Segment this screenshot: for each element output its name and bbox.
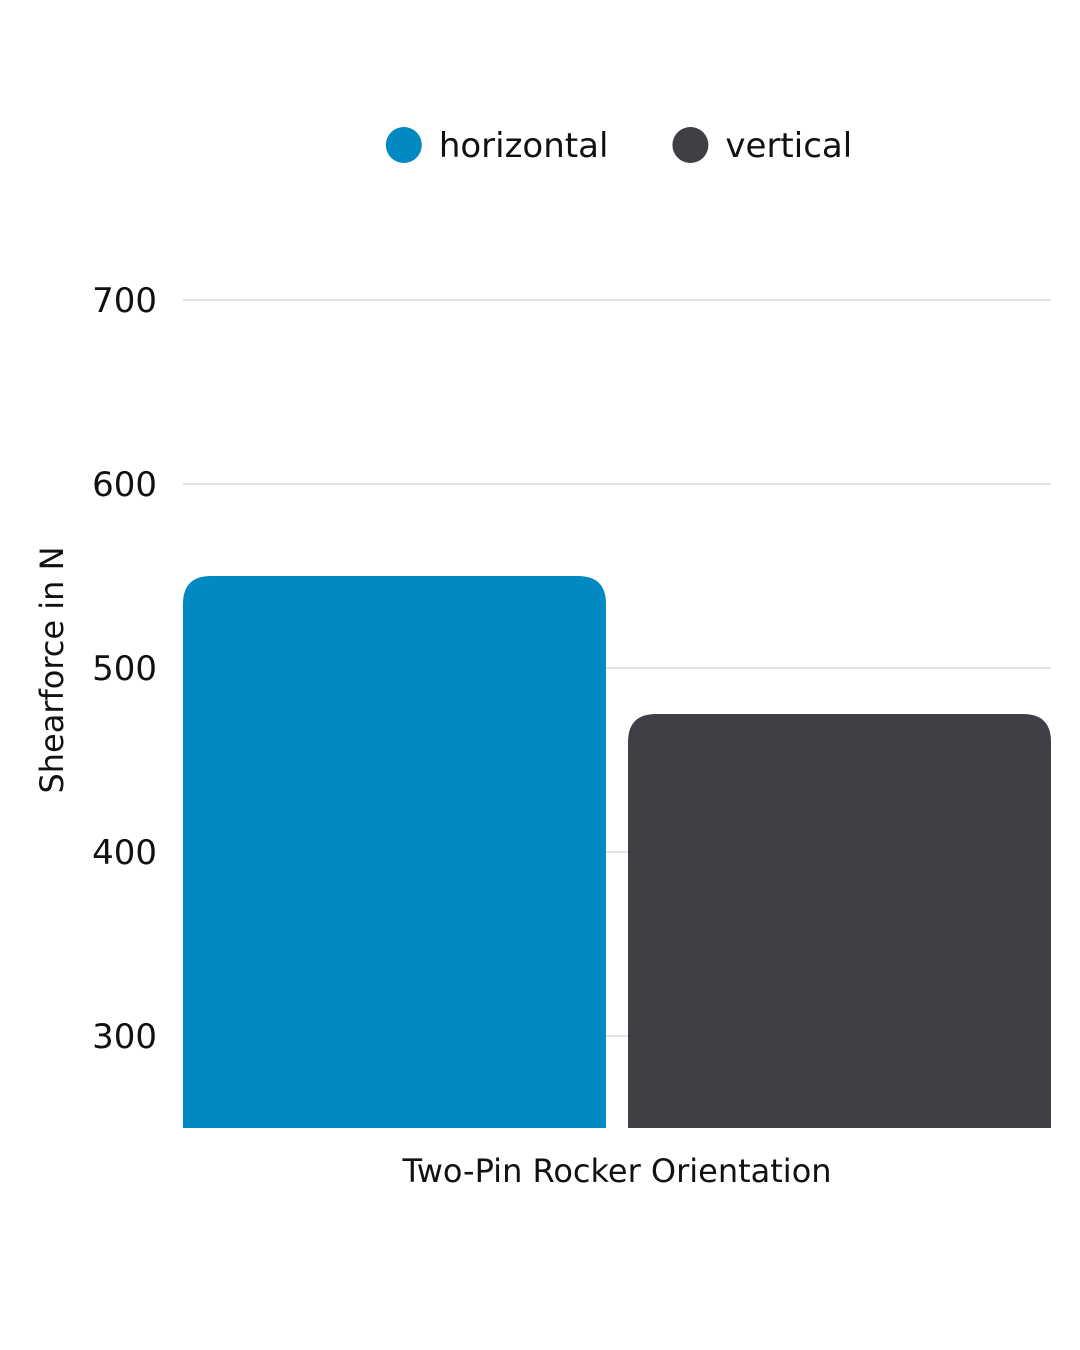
bars (183, 576, 1051, 1128)
y-axis-title: Shearforce in N (33, 546, 71, 793)
y-tick-label: 500 (92, 649, 157, 689)
y-tick-label: 700 (92, 281, 157, 321)
y-axis-ticks: 300 400 500 600 700 (92, 281, 157, 1057)
bar-vertical[interactable] (628, 714, 1051, 1128)
legend-label-horizontal[interactable]: horizontal (439, 126, 609, 166)
legend-label-vertical[interactable]: vertical (725, 126, 852, 166)
y-tick-label: 300 (92, 1017, 157, 1057)
y-tick-label: 400 (92, 833, 157, 873)
legend-marker-horizontal[interactable] (385, 127, 422, 163)
legend-marker-vertical[interactable] (672, 127, 709, 163)
y-tick-label: 600 (92, 465, 157, 505)
x-axis-title: Two-Pin Rocker Orientation (401, 1152, 831, 1190)
bar-horizontal[interactable] (183, 576, 606, 1128)
legend[interactable]: horizontal vertical (385, 126, 852, 166)
